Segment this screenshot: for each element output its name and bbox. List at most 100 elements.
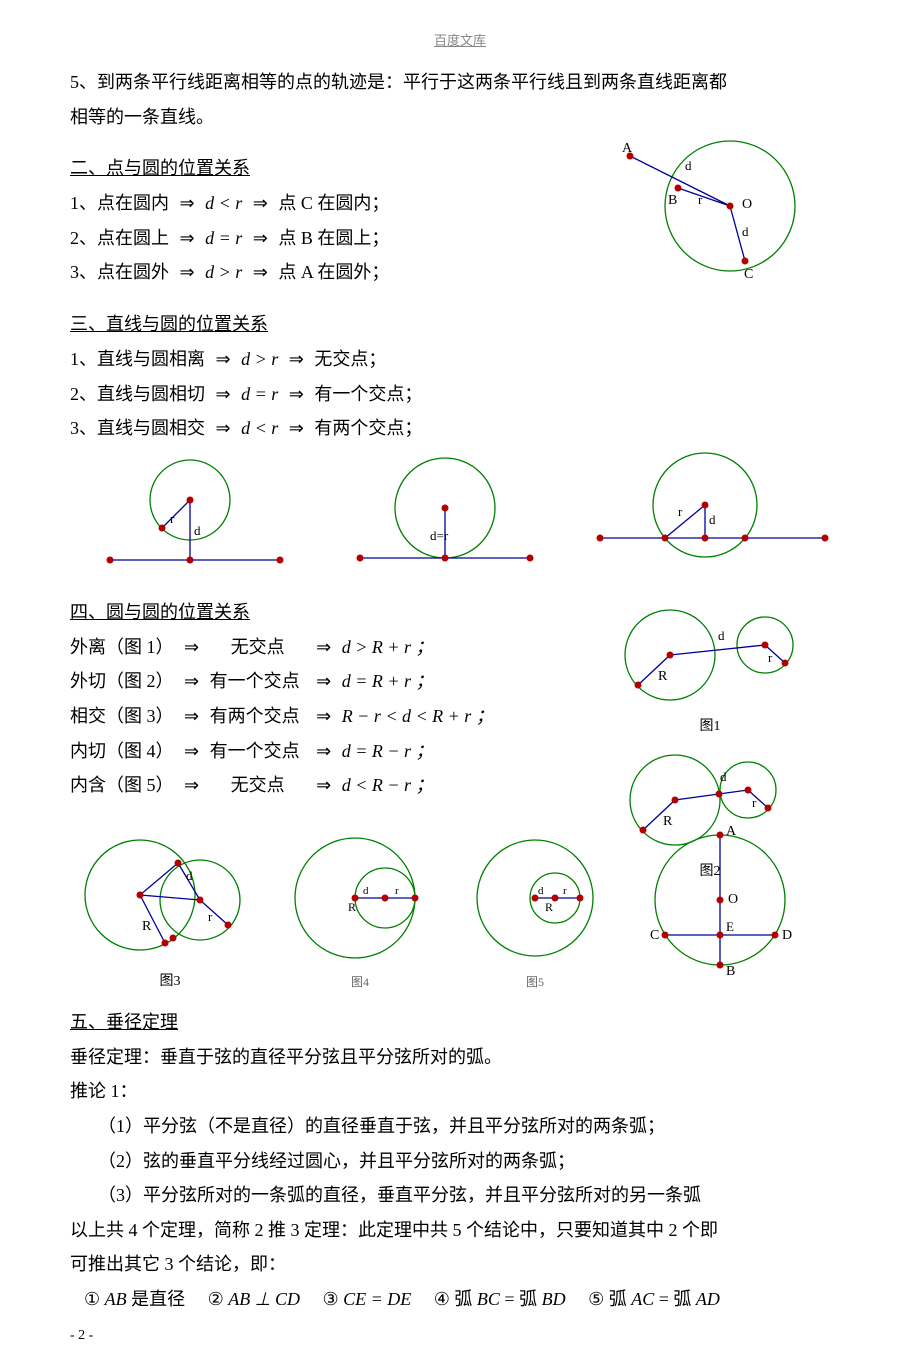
- lbl-R: R: [663, 814, 673, 829]
- sec2-l3c: 点 A 在圆外；: [278, 262, 389, 282]
- lbl-r: r: [208, 909, 213, 924]
- lbl-r: r: [395, 885, 399, 897]
- arrow-icon: ⇒: [283, 418, 310, 438]
- sec2-l3b: d > r: [205, 262, 242, 282]
- t: d = R − r ；: [342, 741, 434, 761]
- t: 2、直线与圆相切: [70, 384, 205, 404]
- c5c: AC: [631, 1289, 654, 1309]
- t: 外切（图 2）: [70, 671, 174, 691]
- t: 有一个交点: [210, 666, 306, 697]
- t: 1、直线与圆相离: [70, 349, 205, 369]
- sec3-l1: 1、直线与圆相离 ⇒ d > r ⇒ 无交点；: [70, 344, 850, 375]
- lbl-r: r: [563, 885, 567, 897]
- lbl-R: R: [142, 919, 152, 934]
- lbl-C: C: [650, 928, 659, 943]
- arrow-icon: ⇒: [283, 349, 310, 369]
- lbl-B: B: [726, 964, 735, 979]
- t: 有一个交点；: [314, 384, 422, 404]
- item5-line1: 5、到两条平行线距离相等的点的轨迹是：平行于这两条平行线且到两条直线距离都: [70, 67, 850, 98]
- sec5-c3: （3）平分弦所对的一条弧的直径，垂直平分弦，并且平分弦所对的另一条弧: [70, 1180, 850, 1211]
- circles-contained: d R r: [450, 828, 620, 968]
- sec2-l2c: 点 B 在圆上；: [278, 228, 389, 248]
- c2n: ②: [208, 1289, 224, 1309]
- sec2-l2b: d = r: [205, 228, 242, 248]
- t: 内含（图 5）: [70, 775, 174, 795]
- lbl-d: d: [363, 885, 369, 897]
- lbl-d: d: [194, 523, 201, 538]
- c1c: 是直径: [131, 1289, 185, 1309]
- sec5-title: 五、垂径定理: [70, 1008, 178, 1034]
- c4b: 弧: [454, 1289, 477, 1309]
- lbl-d: d: [186, 868, 193, 883]
- lbl-r: r: [170, 511, 175, 526]
- fig4-wrap: d R r 图4: [270, 828, 450, 990]
- sec3-figures: r d d=r r d: [70, 450, 850, 580]
- fig3-wrap: R r d 图3: [70, 825, 270, 990]
- sec5-c2: （2）弦的垂直平分线经过圆心，并且平分弦所对的两条弧；: [70, 1146, 850, 1177]
- t: d = R + r ；: [342, 671, 434, 691]
- lbl-R: R: [348, 900, 356, 914]
- t: d = r: [241, 384, 278, 404]
- t: 相交（图 3）: [70, 706, 174, 726]
- t: 有两个交点；: [314, 418, 422, 438]
- page-number: - 2 -: [70, 1328, 850, 1344]
- fig3-label: 图3: [70, 970, 270, 990]
- c4e: BD: [542, 1289, 566, 1309]
- label-r: r: [698, 192, 703, 207]
- circles-int-tangent: d R r: [270, 828, 450, 968]
- t: 无交点；: [314, 349, 386, 369]
- arrow-icon: ⇒: [310, 775, 337, 795]
- lbl-d: d: [720, 769, 727, 784]
- arrow-icon: ⇒: [210, 349, 237, 369]
- t: d > r: [241, 349, 278, 369]
- page: 百度文库 5、到两条平行线距离相等的点的轨迹是：平行于这两条平行线且到两条直线距…: [0, 0, 920, 1364]
- sec4-right-figs: R r d 图1 R r d 图2: [600, 590, 820, 880]
- item5-t1: 到两条平行线距离相等的点的轨迹是：平行于这两条平行线且到两条直线距离都: [97, 72, 727, 92]
- c4n: ④: [434, 1289, 450, 1309]
- circle-point-diagram: A B C O r d d: [600, 126, 820, 286]
- fig5-label: 图5: [450, 973, 620, 990]
- arrow-icon: ⇒: [283, 384, 310, 404]
- lbl-r: r: [678, 504, 683, 519]
- lbl-d: d: [709, 512, 716, 527]
- label-O: O: [742, 197, 752, 212]
- sec2-title: 二、点与圆的位置关系: [70, 154, 250, 180]
- sec2-figure: A B C O r d d: [600, 126, 820, 291]
- arrow-icon: ⇒: [210, 384, 237, 404]
- sec2-l3a: 3、点在圆外: [70, 262, 169, 282]
- lbl-d: d: [718, 628, 725, 643]
- label-B: B: [668, 193, 677, 208]
- c5b: 弧: [609, 1289, 632, 1309]
- circles-separate: R r d: [600, 590, 820, 710]
- arrow-icon: ⇒: [310, 637, 337, 657]
- circles-ext-tangent: R r d: [600, 735, 820, 855]
- arrow-icon: ⇒: [310, 671, 337, 691]
- sec5-p3b: 可推出其它 3 个结论，即：: [70, 1249, 850, 1280]
- line-circle-intersect: r d: [580, 450, 840, 580]
- arrow-icon: ⇒: [178, 741, 205, 761]
- c2b: AB ⊥ CD: [228, 1289, 300, 1309]
- arrow-icon: ⇒: [174, 193, 201, 213]
- lbl-r: r: [752, 795, 757, 810]
- arrow-icon: ⇒: [178, 706, 205, 726]
- t: 无交点: [210, 632, 306, 663]
- arrow-icon: ⇒: [210, 418, 237, 438]
- sec3-l3: 3、直线与圆相交 ⇒ d < r ⇒ 有两个交点；: [70, 413, 850, 444]
- t: d < R − r ；: [342, 775, 434, 795]
- lbl-R: R: [545, 900, 553, 914]
- header-text: 百度文库: [70, 30, 850, 49]
- t: 无交点: [210, 770, 306, 801]
- arrow-icon: ⇒: [178, 671, 205, 691]
- arrow-icon: ⇒: [174, 262, 201, 282]
- t: 3、直线与圆相交: [70, 418, 205, 438]
- label-A: A: [622, 141, 633, 156]
- arrow-icon: ⇒: [247, 193, 274, 213]
- label-d1: d: [685, 158, 692, 173]
- line-circle-separate: r d: [80, 450, 310, 580]
- sec3-l2: 2、直线与圆相切 ⇒ d = r ⇒ 有一个交点；: [70, 379, 850, 410]
- c1n: ①: [84, 1289, 100, 1309]
- t: R − r < d < R + r ；: [342, 706, 494, 726]
- c5d: = 弧: [654, 1289, 696, 1309]
- arrow-icon: ⇒: [310, 741, 337, 761]
- sec2-l1a: 1、点在圆内: [70, 193, 169, 213]
